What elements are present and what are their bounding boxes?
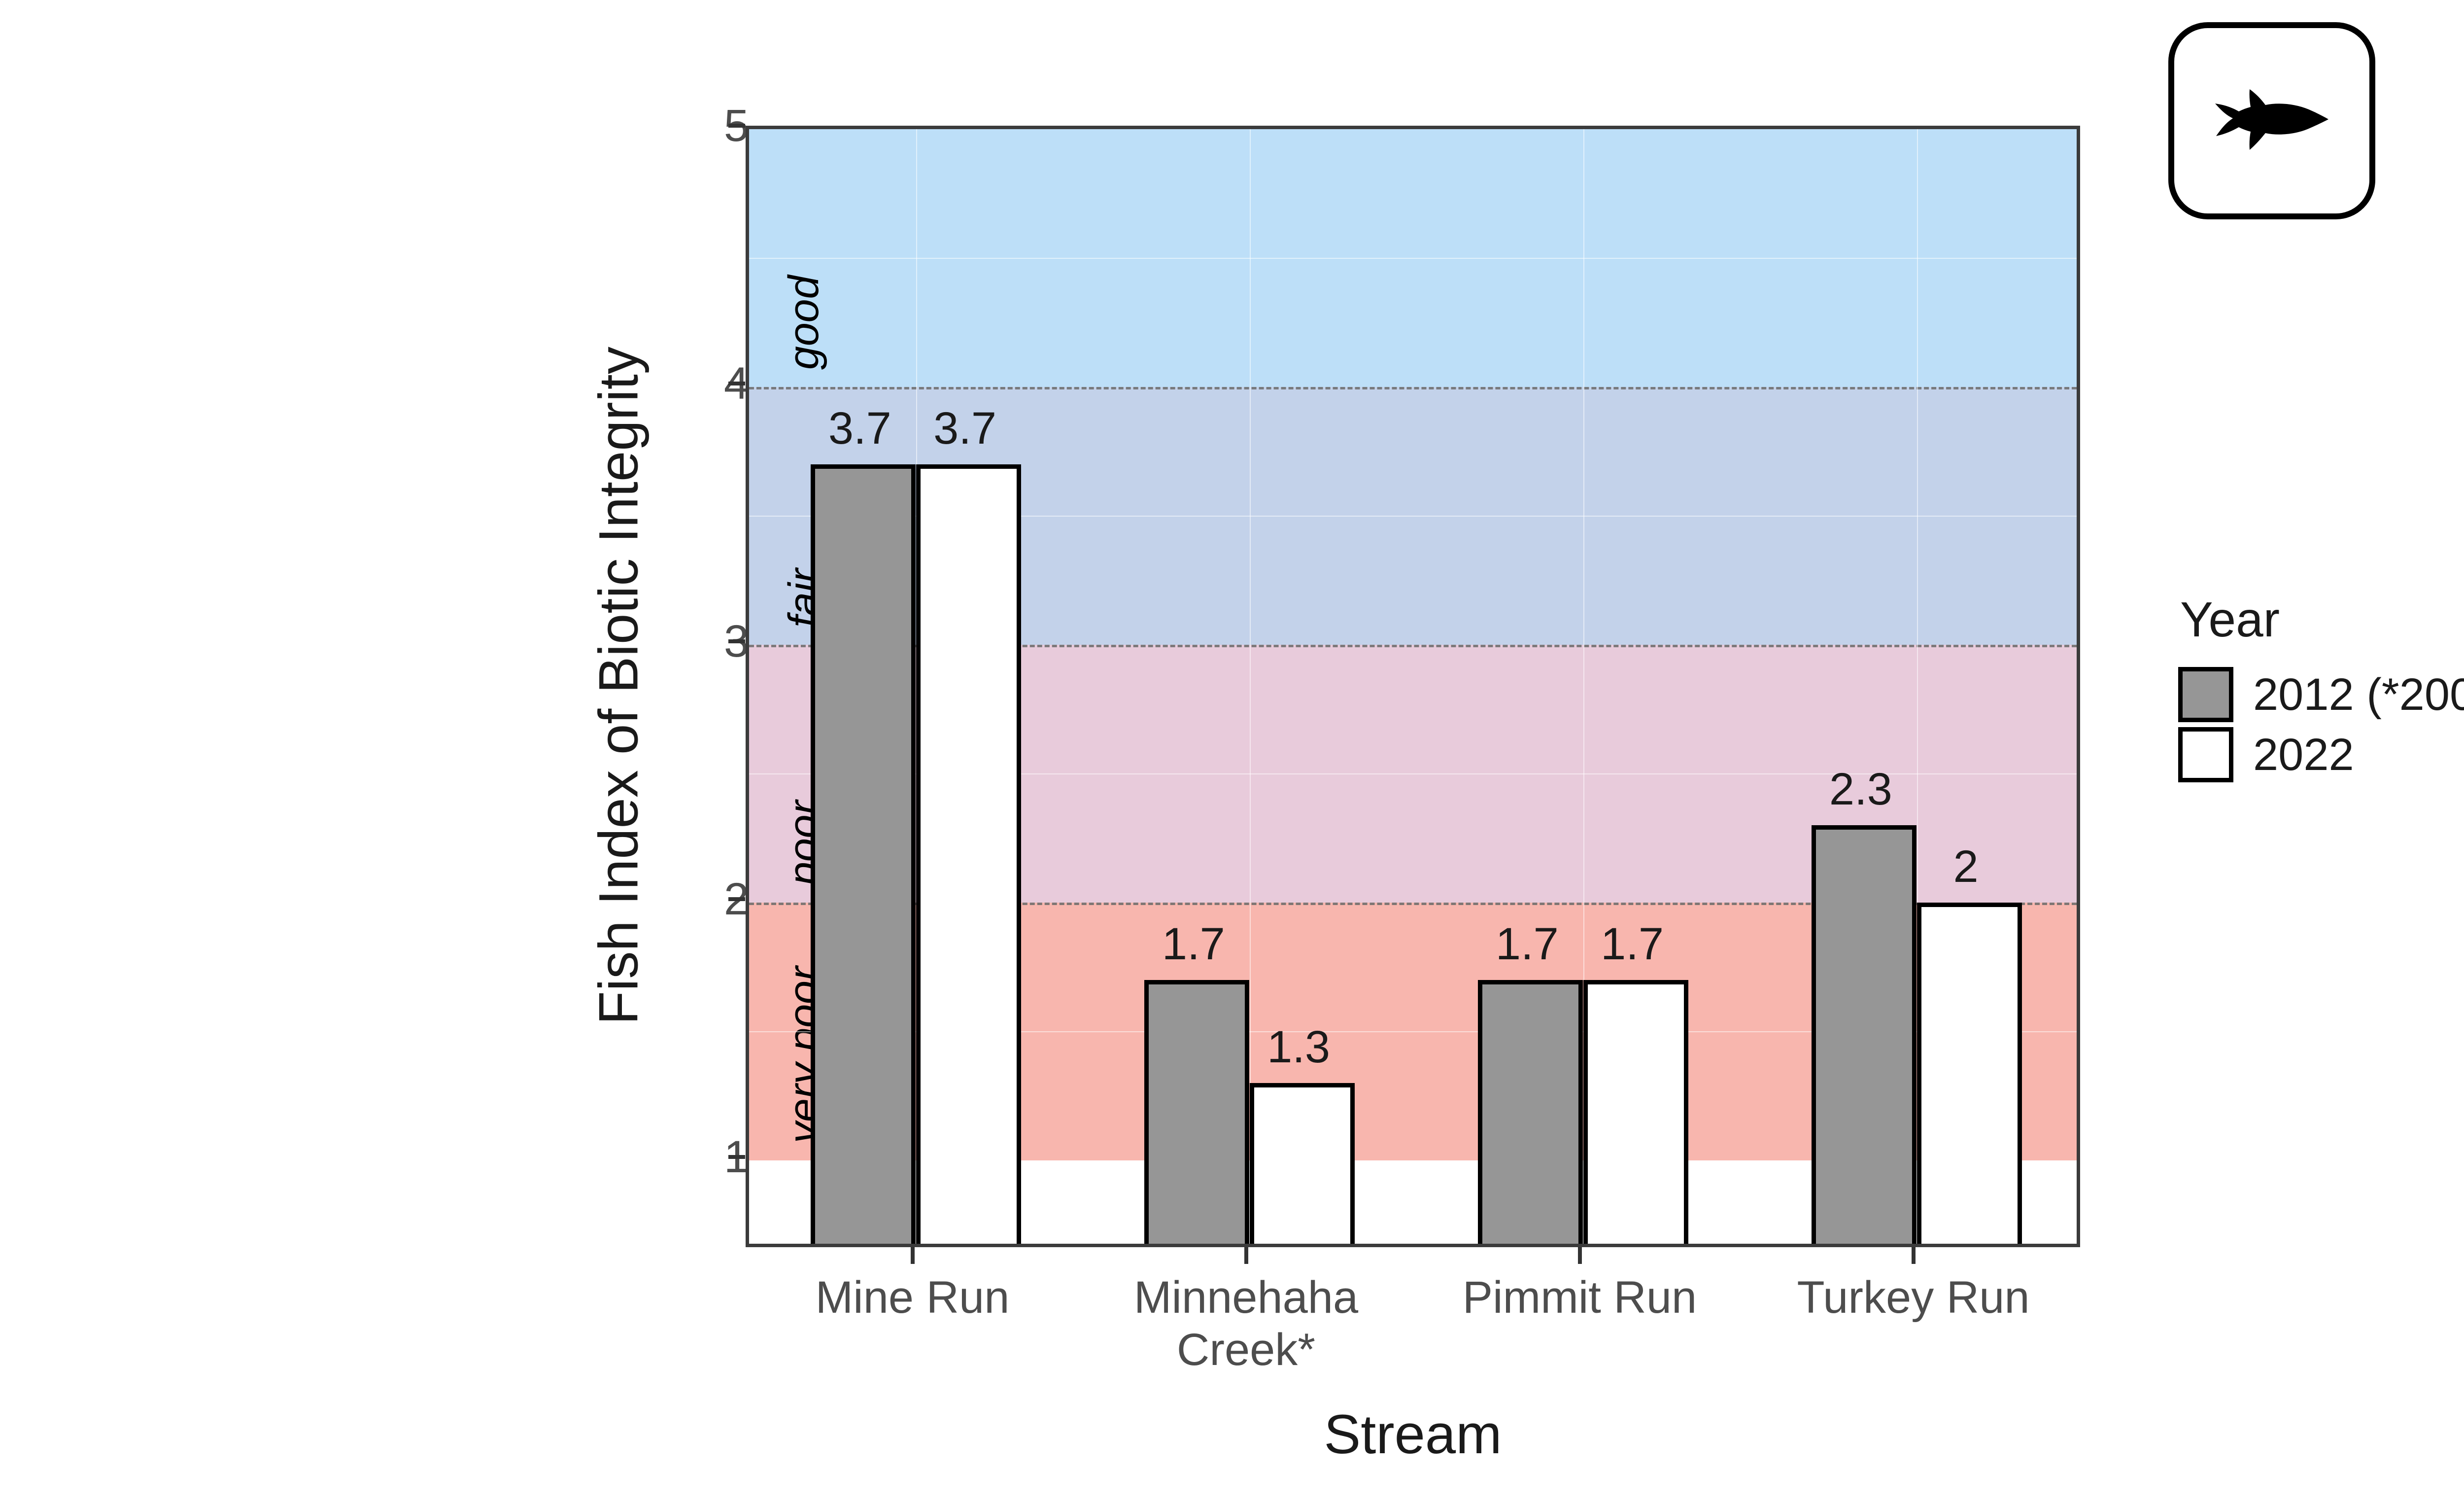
bar-value-label: 1.7 — [1495, 918, 1559, 969]
gridline-vertical — [1916, 129, 1918, 1244]
bar[interactable] — [1916, 902, 2022, 1244]
fish-badge — [2168, 22, 2375, 219]
bar-value-label: 1.3 — [1267, 1022, 1331, 1073]
x-tick-mark — [1244, 1247, 1248, 1264]
band-divider — [749, 386, 2077, 389]
gridline-vertical — [1583, 129, 1584, 1244]
fish-icon — [2210, 89, 2333, 153]
bar[interactable] — [916, 464, 1021, 1244]
legend-swatch-2012 — [2178, 667, 2233, 722]
gridline-horizontal — [749, 258, 2077, 259]
legend-label-2012: 2012 (*2009) — [2253, 669, 2464, 720]
legend-label-2022: 2022 — [2253, 729, 2354, 780]
bar-value-label: 1.7 — [1162, 918, 1225, 969]
bar[interactable] — [1583, 979, 1688, 1244]
bar-value-label: 2 — [1953, 841, 1979, 892]
x-tick-mark — [1911, 1247, 1916, 1264]
y-tick-mark — [728, 639, 745, 643]
bar-value-label: 3.7 — [933, 403, 997, 454]
bar[interactable] — [1812, 825, 1917, 1244]
y-tick-mark — [728, 897, 745, 901]
legend-item-2022[interactable]: 2022 — [2178, 727, 2464, 782]
y-tick-mark — [728, 1154, 745, 1159]
x-tick-label: Turkey Run — [1797, 1272, 2030, 1323]
band-divider — [749, 902, 2077, 905]
legend-swatch-2022 — [2178, 727, 2233, 782]
bar[interactable] — [1478, 979, 1583, 1244]
legend-title: Year — [2180, 592, 2280, 647]
plot-panel: good fair poor very poor — [746, 126, 2080, 1247]
bar[interactable] — [1144, 979, 1250, 1244]
gridline-horizontal — [749, 773, 2077, 775]
bar-value-label: 2.3 — [1829, 764, 1892, 815]
gridline-vertical — [1249, 129, 1251, 1244]
y-axis-title: Fish Index of Biotic Integrity — [587, 125, 650, 1247]
gridline-horizontal — [749, 516, 2077, 517]
y-tick-mark — [728, 381, 745, 385]
x-tick-label: Pimmit Run — [1462, 1272, 1697, 1323]
x-tick-label: Mine Run — [815, 1272, 1010, 1323]
bar-value-label: 3.7 — [828, 403, 891, 454]
x-tick-label: Minnehaha Creek* — [1133, 1272, 1359, 1375]
x-tick-mark — [1577, 1247, 1582, 1264]
band-divider — [749, 644, 2077, 647]
gridline-horizontal — [749, 1031, 2077, 1033]
legend: Year 2012 (*2009) 2022 — [2178, 592, 2464, 787]
legend-item-2012[interactable]: 2012 (*2009) — [2178, 667, 2464, 722]
bar[interactable] — [811, 464, 916, 1244]
bar-value-label: 1.7 — [1601, 918, 1664, 969]
y-axis-title-text: Fish Index of Biotic Integrity — [587, 347, 650, 1025]
y-tick-mark — [728, 124, 745, 128]
x-axis-title: Stream — [1324, 1403, 1502, 1465]
band-label-good: good — [780, 275, 827, 370]
bar[interactable] — [1249, 1083, 1355, 1244]
x-tick-mark — [910, 1247, 915, 1264]
